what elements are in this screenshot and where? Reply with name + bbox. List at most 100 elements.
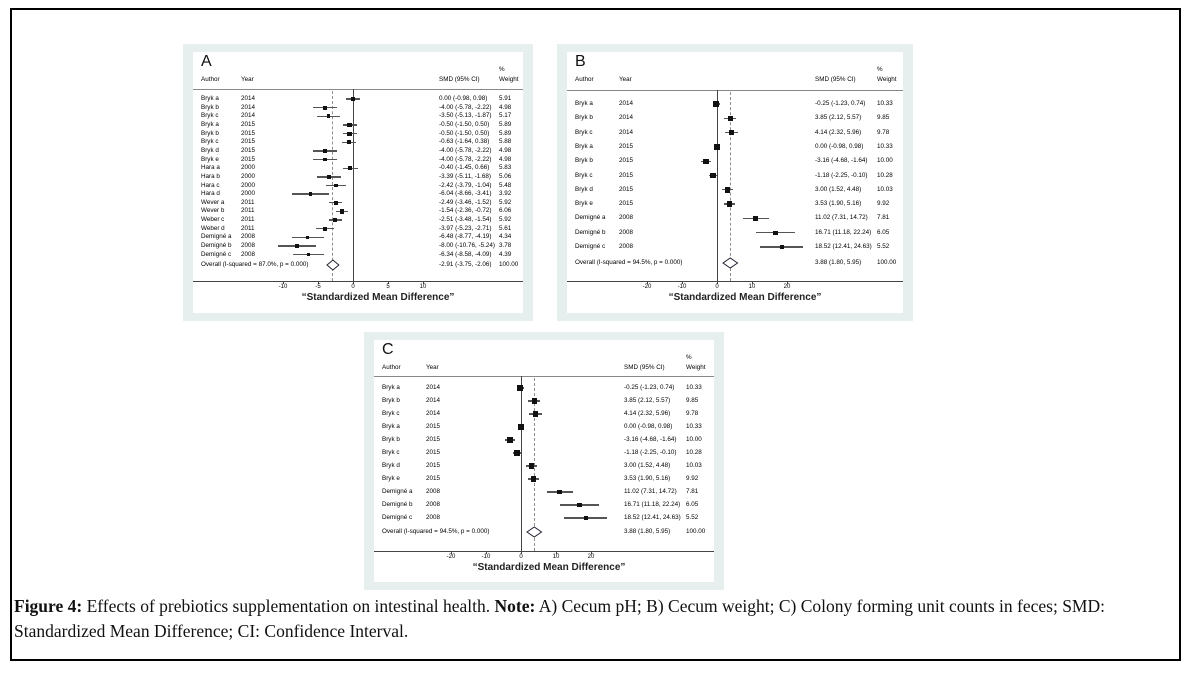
study-author: Weber d xyxy=(201,224,225,232)
study-year: 2014 xyxy=(426,384,441,391)
axis-tick-label: 20 xyxy=(783,284,791,290)
study-author: Bryk a xyxy=(201,95,219,102)
axis-tick xyxy=(521,551,522,554)
header-divider xyxy=(374,376,714,377)
effect-marker xyxy=(323,105,327,110)
effect-marker xyxy=(528,463,535,469)
study-smd-ci: -8.00 (-10.76, -5.24) xyxy=(439,242,496,250)
effect-marker xyxy=(323,157,327,162)
plot-area: B Author Year SMD (95% CI)% Weight Bryk a 2014… xyxy=(567,52,903,313)
study-smd-ci: -3.50 (-5.13, -1.87) xyxy=(439,112,492,120)
axis-tick-label: 0 xyxy=(715,284,719,290)
study-author: Demigné c xyxy=(382,514,413,521)
study-weight: 7.81 xyxy=(686,488,699,495)
study-year: 2008 xyxy=(619,243,634,250)
axis-tick xyxy=(388,281,389,284)
study-weight: 3.78 xyxy=(499,242,512,250)
study-author: Bryk c xyxy=(201,138,219,146)
effect-marker xyxy=(327,174,332,179)
study-smd-ci: -0.40 (-1.45, 0.66) xyxy=(439,164,490,172)
study-year: 2014 xyxy=(241,112,256,120)
overall-smd-ci: 3.88 (1.80, 5.95) xyxy=(624,528,671,535)
study-weight: 5.92 xyxy=(499,216,512,224)
study-weight: 10.28 xyxy=(686,449,702,456)
effect-marker xyxy=(703,158,709,164)
overall-diamond xyxy=(722,257,739,269)
study-year: 2015 xyxy=(426,436,441,443)
study-weight: 5.52 xyxy=(686,514,699,521)
axis-tick xyxy=(353,281,354,284)
effect-marker xyxy=(577,502,582,508)
study-smd-ci: 4.14 (2.32, 5.96) xyxy=(815,128,862,136)
study-author: Bryk e xyxy=(382,475,400,482)
overall-label: Overall (I-squared = 87.0%, p = 0.000) xyxy=(201,261,309,268)
column-header-year: Year xyxy=(619,76,632,83)
panel-letter: A xyxy=(201,53,212,70)
effect-marker xyxy=(724,187,731,193)
study-smd-ci: -1.18 (-2.25, -0.10) xyxy=(815,171,868,179)
study-weight: 4.98 xyxy=(499,146,512,154)
study-year: 2008 xyxy=(426,514,441,521)
effect-marker xyxy=(347,131,352,136)
study-weight: 5.48 xyxy=(499,181,512,189)
study-year: 2015 xyxy=(241,138,256,146)
effect-marker xyxy=(323,149,327,153)
axis-tick xyxy=(318,281,319,284)
axis-tick-label: 0 xyxy=(519,554,523,560)
study-author: Bryk d xyxy=(382,462,400,469)
effect-marker xyxy=(348,166,353,171)
column-header-weight: Weight xyxy=(499,76,519,83)
effect-marker xyxy=(517,385,523,391)
study-author: Demigné a xyxy=(382,488,413,495)
column-header-author: Author xyxy=(575,76,594,83)
overall-weight: 100.00 xyxy=(877,259,897,266)
study-author: Bryk c xyxy=(201,112,219,120)
forest-panel-b: B Author Year SMD (95% CI)% Weight Bryk a 2014… xyxy=(557,44,913,321)
study-smd-ci: -1.18 (-2.25, -0.10) xyxy=(624,449,677,456)
study-year: 2011 xyxy=(241,207,255,215)
forest-panel-a: A Author Year SMD (95% CI)% Weight Bryk a 2014… xyxy=(183,44,533,321)
effect-marker xyxy=(346,140,351,145)
study-author: Bryk d xyxy=(575,185,593,193)
panel-letter: B xyxy=(575,53,586,70)
effect-marker xyxy=(583,516,588,520)
study-weight: 5.06 xyxy=(499,172,512,180)
axis-tick xyxy=(787,281,788,284)
axis-tick xyxy=(682,281,683,284)
study-weight: 5.83 xyxy=(499,164,512,172)
plot-area: C Author Year SMD (95% CI)% Weight Bryk a 2014… xyxy=(374,340,714,582)
study-weight: 10.00 xyxy=(686,436,702,443)
study-author: Demigné a xyxy=(201,233,232,241)
effect-marker xyxy=(779,245,784,249)
effect-marker xyxy=(514,450,520,456)
study-year: 2014 xyxy=(426,410,441,417)
axis-tick xyxy=(423,281,424,284)
panel-letter: C xyxy=(382,341,394,358)
study-weight: 6.06 xyxy=(499,207,512,215)
figure-label: Figure 4: xyxy=(14,596,83,616)
study-year: 2000 xyxy=(241,172,256,180)
column-header-smd: SMD (95% CI) xyxy=(815,76,856,83)
effect-marker xyxy=(323,226,328,231)
study-smd-ci: -6.34 (-8.58, -4.09) xyxy=(439,250,492,258)
study-year: 2000 xyxy=(241,190,256,198)
caption-note-text: A) Cecum pH; B) Cecum weight; C) Colony … xyxy=(14,596,1105,642)
study-year: 2015 xyxy=(619,157,634,165)
plot-area: A Author Year SMD (95% CI)% Weight Bryk a 2014… xyxy=(193,52,523,313)
effect-marker xyxy=(726,201,733,207)
study-author: Bryk b xyxy=(382,397,400,404)
axis-tick xyxy=(591,551,592,554)
study-smd-ci: -2.51 (-3.48, -1.54) xyxy=(439,216,492,224)
figure-caption: Figure 4: Effects of prebiotics suppleme… xyxy=(14,594,1176,645)
study-author: Bryk a xyxy=(201,120,219,128)
column-header-weight-pct: % xyxy=(499,66,505,73)
study-weight: 4.39 xyxy=(499,250,512,258)
study-smd-ci: -3.39 (-5.11, -1.68) xyxy=(439,172,492,180)
study-weight: 5.88 xyxy=(499,138,512,146)
study-author: Bryk d xyxy=(201,146,219,154)
study-author: Bryk b xyxy=(201,103,219,111)
overall-dashed-line xyxy=(534,378,536,551)
axis-tick xyxy=(647,281,648,284)
effect-marker xyxy=(727,115,734,121)
effect-marker xyxy=(773,230,778,235)
